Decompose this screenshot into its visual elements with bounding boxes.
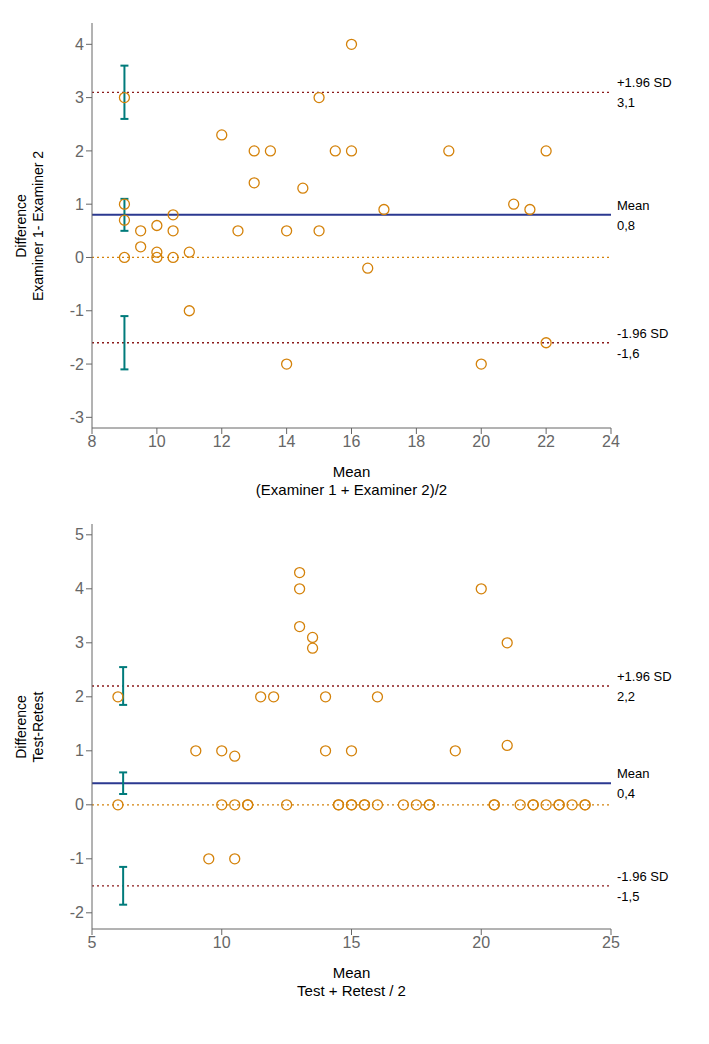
svg-text:2,2: 2,2 xyxy=(617,689,635,704)
html-text:Difference Examiner 1- Examine: Difference Examiner 1- Examiner 2 xyxy=(13,150,46,301)
svg-text:+1.96 SD: +1.96 SD xyxy=(617,75,672,90)
html-text:Mean Test + Retest / 2: Mean Test + Retest / 2 xyxy=(297,964,406,999)
svg-text:5: 5 xyxy=(75,526,84,543)
svg-text:4: 4 xyxy=(75,36,84,53)
svg-text:15: 15 xyxy=(343,934,361,951)
svg-text:22: 22 xyxy=(537,433,555,450)
svg-text:Mean: Mean xyxy=(617,198,650,213)
svg-text:5: 5 xyxy=(88,934,97,951)
svg-text:-1: -1 xyxy=(70,302,84,319)
svg-text:-2: -2 xyxy=(70,904,84,921)
svg-text:-2: -2 xyxy=(70,356,84,373)
svg-text:20: 20 xyxy=(472,934,490,951)
svg-text:+1.96 SD: +1.96 SD xyxy=(617,669,672,684)
svg-text:14: 14 xyxy=(278,433,296,450)
svg-text:0,8: 0,8 xyxy=(617,218,635,233)
svg-text:25: 25 xyxy=(602,934,620,951)
svg-text:0: 0 xyxy=(75,796,84,813)
svg-text:18: 18 xyxy=(407,433,425,450)
svg-text:2: 2 xyxy=(75,143,84,160)
svg-text:Mean: Mean xyxy=(617,766,650,781)
svg-text:3: 3 xyxy=(75,89,84,106)
html-text:Difference Test-Retest: Difference Test-Retest xyxy=(13,691,46,762)
svg-text:1: 1 xyxy=(75,196,84,213)
svg-text:4: 4 xyxy=(75,580,84,597)
svg-text:20: 20 xyxy=(472,433,490,450)
svg-text:8: 8 xyxy=(88,433,97,450)
svg-text:16: 16 xyxy=(343,433,361,450)
svg-text:10: 10 xyxy=(213,934,231,951)
svg-text:0: 0 xyxy=(75,249,84,266)
svg-text:3: 3 xyxy=(75,634,84,651)
svg-text:-1.96 SD: -1.96 SD xyxy=(617,326,668,341)
svg-text:-3: -3 xyxy=(70,409,84,426)
svg-text:-1,6: -1,6 xyxy=(617,346,639,361)
svg-text:24: 24 xyxy=(602,433,620,450)
svg-text:3,1: 3,1 xyxy=(617,95,635,110)
svg-text:-1,5: -1,5 xyxy=(617,889,639,904)
svg-text:-1: -1 xyxy=(70,850,84,867)
svg-text:2: 2 xyxy=(75,688,84,705)
svg-text:12: 12 xyxy=(213,433,231,450)
svg-text:-1.96 SD: -1.96 SD xyxy=(617,869,668,884)
html-text:Mean (Examiner 1 + Examiner 2): Mean (Examiner 1 + Examiner 2)/2 xyxy=(255,463,448,498)
svg-text:0,4: 0,4 xyxy=(617,786,635,801)
svg-text:1: 1 xyxy=(75,742,84,759)
svg-text:10: 10 xyxy=(148,433,166,450)
